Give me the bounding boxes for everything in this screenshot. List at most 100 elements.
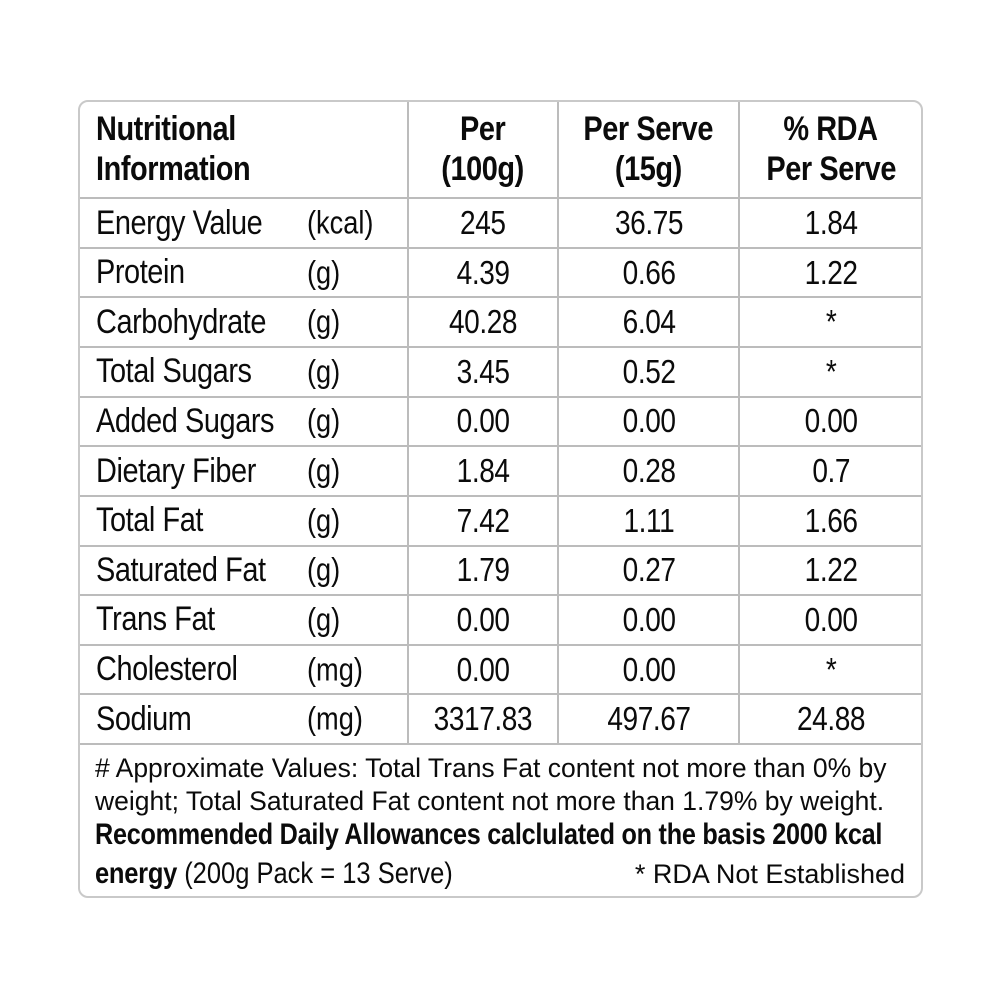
nutrient-name-cell: Cholesterol (mg)	[80, 646, 407, 694]
per-100g-cell: 0.00	[407, 397, 557, 446]
rda-per-serve-cell: 1.84	[738, 199, 920, 247]
per-serve-cell: 0.00	[556, 397, 739, 446]
nutrient-label: Dietary Fiber	[96, 451, 256, 490]
nutrient-unit: (kcal)	[307, 204, 374, 241]
nutrient-name-cell: Sodium (mg)	[80, 695, 407, 743]
header-rda-line1: % RDA	[783, 110, 879, 149]
rda-per-serve-cell: 1.22	[738, 546, 920, 595]
per-serve-value: 0.52	[622, 352, 676, 390]
table-row-protein: Protein (g) 4.39 0.66 1.22	[80, 246, 921, 297]
table-row-trans-fat: Trans Fat (g) 0.00 0.00 0.00	[80, 594, 921, 644]
nutrient-label: Total Sugars	[96, 352, 252, 391]
nutrient-unit: (mg)	[307, 700, 363, 737]
per-serve-value: 0.00	[622, 402, 676, 440]
per-100g-value: 0.00	[456, 650, 510, 688]
table-row-carbohydrate: Carbohydrate (g) 40.28 6.04 *	[80, 296, 921, 347]
nutrient-unit: (g)	[307, 303, 341, 340]
per-serve-value: 0.00	[622, 600, 676, 638]
rda-per-serve-value: 1.66	[804, 501, 858, 539]
per-100g-cell: 40.28	[407, 298, 557, 347]
approximate-values-note-line2: weight; Total Saturated Fat content not …	[95, 785, 885, 816]
nutrient-unit: (g)	[307, 601, 341, 638]
nutrient-unit: (g)	[307, 452, 341, 489]
nutrient-unit: (g)	[307, 353, 341, 390]
header-serve-line2: (15g)	[615, 149, 683, 188]
nutrient-name-cell: Saturated Fat (g)	[80, 547, 407, 595]
rda-per-serve-value: 0.00	[804, 600, 858, 638]
per-100g-cell: 1.84	[407, 447, 557, 495]
per-serve-value: 0.66	[622, 253, 676, 291]
table-row-saturated-fat: Saturated Fat (g) 1.79 0.27 1.22	[80, 544, 921, 595]
header-rda-line2: Per Serve	[765, 149, 896, 188]
per-serve-cell: 0.52	[556, 348, 739, 396]
table-row-dietary-fiber: Dietary Fiber (g) 1.84 0.28 0.7	[80, 445, 921, 495]
rda-per-serve-cell: 0.00	[738, 596, 920, 644]
rda-per-serve-value: *	[825, 303, 836, 341]
per-serve-value: 0.00	[622, 650, 676, 688]
rda-per-serve-value: *	[825, 650, 836, 688]
nutrient-label: Trans Fat	[96, 600, 215, 639]
rda-per-serve-value: *	[825, 352, 836, 390]
rda-per-serve-value: 1.22	[804, 253, 858, 291]
rda-per-serve-cell: 24.88	[738, 695, 920, 743]
nutrient-label: Cholesterol	[96, 650, 238, 689]
nutrient-label: Carbohydrate	[96, 302, 267, 341]
per-100g-cell: 1.79	[407, 546, 557, 595]
per-serve-value: 6.04	[622, 303, 676, 341]
per-serve-value: 36.75	[614, 204, 684, 242]
per-100g-value: 1.84	[456, 452, 510, 490]
per-100g-value: 1.79	[456, 551, 510, 589]
nutrient-name-cell: Total Sugars (g)	[80, 348, 407, 396]
per-serve-cell: 0.28	[556, 447, 739, 495]
table-row-cholesterol: Cholesterol (mg) 0.00 0.00 *	[80, 643, 921, 694]
header-info-line1: Nutritional	[96, 110, 236, 149]
nutrient-unit: (g)	[307, 402, 341, 439]
nutrient-name-cell: Total Fat (g)	[80, 497, 407, 545]
rda-per-serve-cell: *	[738, 645, 920, 694]
table-row-total-fat: Total Fat (g) 7.42 1.11 1.66	[80, 494, 921, 545]
rda-basis-note: Recommended Daily Allowances calclulated…	[95, 818, 905, 857]
per-100g-cell: 7.42	[407, 496, 557, 545]
table-header-row: Nutritional Information Per (100g) Per S…	[80, 102, 921, 198]
rda-per-serve-value: 24.88	[796, 700, 866, 738]
per-serve-cell: 36.75	[556, 199, 739, 247]
nutrient-name-cell: Energy Value (kcal)	[80, 199, 407, 247]
rda-per-serve-value: 0.7	[811, 452, 850, 490]
per-serve-cell: 1.11	[556, 496, 739, 545]
per-100g-value: 3317.83	[433, 700, 533, 738]
nutrient-label: Added Sugars	[96, 401, 275, 440]
nutrient-name-cell: Carbohydrate (g)	[80, 298, 407, 346]
nutrient-name-cell: Protein (g)	[80, 249, 407, 297]
footnote-section: # Approximate Values: Total Trans Fat co…	[80, 742, 921, 896]
nutrient-label: Total Fat	[96, 501, 204, 540]
table-row-total-sugars: Total Sugars (g) 3.45 0.52 *	[80, 346, 921, 396]
table-row-sodium: Sodium (mg) 3317.83 497.67 24.88	[80, 693, 921, 743]
header-nutritional-information: Nutritional Information	[80, 102, 407, 197]
per-100g-value: 0.00	[456, 402, 510, 440]
header-serve-line1: Per Serve	[583, 110, 714, 149]
per-serve-cell: 497.67	[556, 695, 739, 743]
rda-basis-note-text: Recommended Daily Allowances calclulated…	[95, 817, 883, 851]
per-100g-value: 245	[460, 204, 506, 242]
per-100g-cell: 4.39	[407, 248, 557, 297]
pack-size-text: (200g Pack = 13 Serve)	[177, 856, 453, 890]
nutrient-label: Sodium	[96, 699, 192, 738]
energy-word: energy	[95, 856, 178, 890]
rda-per-serve-cell: 1.22	[738, 248, 920, 297]
header-rda-per-serve: % RDA Per Serve	[738, 102, 920, 198]
per-100g-cell: 3.45	[407, 348, 557, 396]
per-serve-value: 497.67	[607, 700, 691, 738]
nutrient-unit: (g)	[307, 551, 341, 588]
header-per-100g: Per (100g)	[407, 102, 557, 198]
nutrient-label: Saturated Fat	[96, 550, 266, 589]
per-serve-value: 0.27	[622, 551, 676, 589]
per-serve-cell: 6.04	[556, 298, 739, 347]
per-serve-cell: 0.00	[556, 645, 739, 694]
nutrient-unit: (g)	[307, 502, 341, 539]
rda-per-serve-value: 0.00	[804, 402, 858, 440]
approximate-values-note-line1: # Approximate Values: Total Trans Fat co…	[95, 752, 887, 783]
nutrient-label: Energy Value	[96, 203, 263, 242]
per-100g-cell: 3317.83	[407, 695, 557, 743]
per-100g-value: 40.28	[448, 303, 518, 341]
per-100g-value: 3.45	[456, 352, 510, 390]
